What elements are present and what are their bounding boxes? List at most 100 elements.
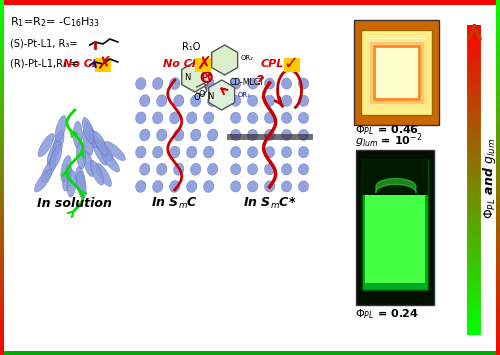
- Text: ✓: ✓: [284, 55, 298, 73]
- Text: O: O: [198, 90, 205, 99]
- Ellipse shape: [136, 180, 146, 192]
- Ellipse shape: [298, 164, 308, 175]
- Ellipse shape: [208, 163, 218, 175]
- Ellipse shape: [248, 164, 258, 175]
- Ellipse shape: [136, 78, 146, 89]
- Ellipse shape: [186, 146, 197, 158]
- Text: (R)-Pt-L1,R₃ =: (R)-Pt-L1,R₃ =: [10, 59, 78, 69]
- Text: R₁O: R₁O: [182, 42, 200, 52]
- Ellipse shape: [96, 163, 112, 186]
- Ellipse shape: [248, 130, 258, 141]
- Ellipse shape: [174, 163, 184, 175]
- Ellipse shape: [152, 78, 163, 89]
- Ellipse shape: [204, 180, 214, 192]
- FancyBboxPatch shape: [362, 160, 428, 290]
- Ellipse shape: [67, 170, 76, 197]
- Ellipse shape: [204, 146, 214, 158]
- Ellipse shape: [170, 78, 180, 89]
- Ellipse shape: [282, 112, 292, 124]
- Ellipse shape: [156, 163, 167, 175]
- Ellipse shape: [55, 116, 66, 142]
- Ellipse shape: [82, 118, 94, 143]
- Text: $\Phi_{PL}$ = 0.24: $\Phi_{PL}$ = 0.24: [356, 307, 420, 321]
- Text: CPL: CPL: [260, 59, 284, 69]
- Text: No CPL: No CPL: [63, 59, 107, 69]
- Ellipse shape: [248, 181, 258, 192]
- Ellipse shape: [52, 130, 64, 156]
- Ellipse shape: [186, 78, 197, 89]
- Ellipse shape: [230, 164, 240, 175]
- FancyBboxPatch shape: [356, 150, 434, 305]
- Ellipse shape: [282, 78, 292, 89]
- Text: ✗: ✗: [97, 55, 112, 73]
- Ellipse shape: [96, 139, 114, 161]
- Text: In solution: In solution: [38, 197, 113, 210]
- Bar: [226, 134, 312, 140]
- Ellipse shape: [298, 181, 308, 192]
- Text: In S$_m$C*: In S$_m$C*: [243, 196, 296, 211]
- Ellipse shape: [282, 164, 292, 175]
- Ellipse shape: [230, 130, 240, 141]
- Text: $g_{lum}$ = 10$^{-2}$: $g_{lum}$ = 10$^{-2}$: [356, 132, 423, 151]
- Ellipse shape: [170, 112, 180, 124]
- Text: In S$_m$C: In S$_m$C: [152, 196, 198, 211]
- Ellipse shape: [230, 181, 241, 192]
- Ellipse shape: [264, 164, 274, 175]
- Ellipse shape: [186, 112, 197, 124]
- Ellipse shape: [298, 147, 308, 158]
- FancyBboxPatch shape: [366, 193, 426, 283]
- Text: $\Phi_{PL}$ and $g_{lum}$: $\Phi_{PL}$ and $g_{lum}$: [481, 137, 498, 219]
- Ellipse shape: [62, 164, 72, 191]
- Ellipse shape: [83, 151, 94, 177]
- Bar: [362, 160, 428, 195]
- Ellipse shape: [76, 172, 86, 198]
- Text: O: O: [194, 93, 200, 102]
- Ellipse shape: [38, 133, 54, 157]
- Text: N: N: [206, 92, 213, 101]
- Ellipse shape: [208, 129, 218, 141]
- Ellipse shape: [34, 170, 52, 192]
- Ellipse shape: [248, 147, 258, 158]
- Ellipse shape: [230, 147, 240, 158]
- Ellipse shape: [230, 112, 240, 124]
- Text: ✗: ✗: [196, 55, 212, 73]
- Ellipse shape: [61, 155, 71, 182]
- Text: $\Phi_{PL}$ = 0.46: $\Phi_{PL}$ = 0.46: [356, 123, 420, 137]
- Ellipse shape: [204, 78, 214, 89]
- Ellipse shape: [298, 112, 308, 124]
- Ellipse shape: [140, 163, 150, 175]
- Text: OR₂: OR₂: [240, 55, 254, 61]
- FancyBboxPatch shape: [95, 58, 111, 72]
- Ellipse shape: [152, 146, 163, 158]
- Circle shape: [202, 72, 211, 82]
- Text: (S)-Pt-L1, R₃=: (S)-Pt-L1, R₃=: [10, 39, 78, 49]
- Ellipse shape: [41, 158, 56, 182]
- Ellipse shape: [156, 129, 167, 141]
- Polygon shape: [208, 80, 234, 110]
- Ellipse shape: [93, 131, 108, 155]
- Ellipse shape: [282, 181, 292, 192]
- FancyBboxPatch shape: [284, 58, 300, 72]
- Ellipse shape: [204, 112, 214, 124]
- FancyBboxPatch shape: [354, 20, 440, 125]
- Ellipse shape: [170, 180, 180, 192]
- Text: CD-MLCT: CD-MLCT: [230, 78, 264, 87]
- Ellipse shape: [76, 142, 86, 169]
- FancyBboxPatch shape: [194, 58, 210, 72]
- Ellipse shape: [101, 151, 119, 172]
- Ellipse shape: [190, 129, 201, 141]
- Ellipse shape: [248, 112, 258, 124]
- Ellipse shape: [152, 112, 163, 124]
- Ellipse shape: [93, 141, 108, 165]
- FancyBboxPatch shape: [362, 30, 432, 115]
- Ellipse shape: [104, 141, 126, 161]
- Polygon shape: [212, 45, 238, 75]
- Ellipse shape: [85, 122, 98, 148]
- Ellipse shape: [264, 147, 274, 158]
- Ellipse shape: [190, 163, 201, 175]
- Ellipse shape: [264, 112, 274, 124]
- Ellipse shape: [298, 130, 308, 141]
- Ellipse shape: [208, 95, 218, 106]
- Ellipse shape: [264, 181, 274, 192]
- Text: N: N: [184, 72, 191, 82]
